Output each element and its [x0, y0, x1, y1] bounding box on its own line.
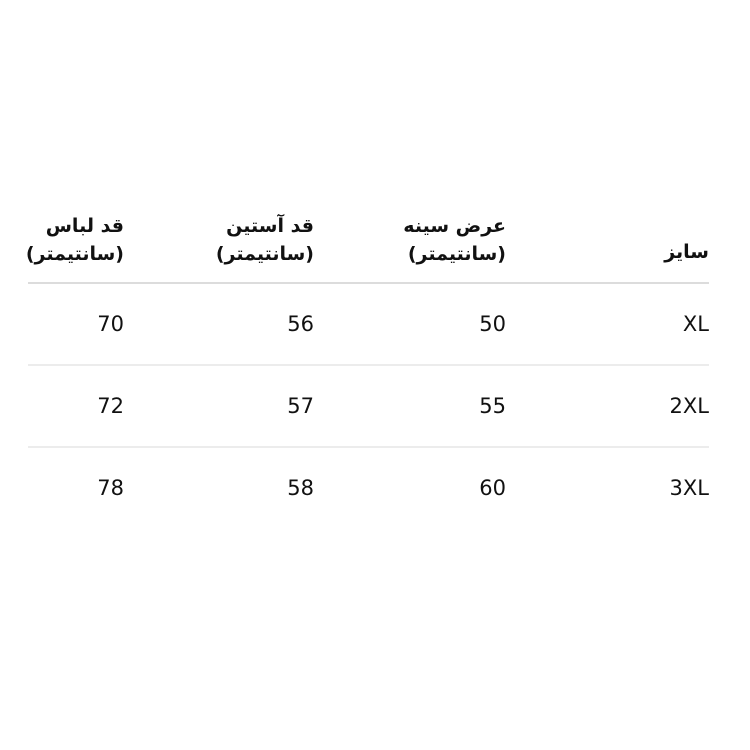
cell-length: 78 — [97, 476, 124, 500]
header-label: قد لباس — [45, 215, 124, 237]
cell-length: 72 — [97, 394, 124, 418]
table-row: XL 50 56 70 — [28, 284, 709, 366]
cell-size: XL — [682, 312, 709, 336]
table-row: 2XL 55 57 72 — [28, 366, 709, 448]
cell-length: 70 — [97, 312, 124, 336]
size-table: سایز عرض سینه (سانتیمتر) قد آستین (سانتیمت… — [25, 204, 709, 528]
cell-sleeve: 57 — [287, 394, 314, 418]
header-label: قد آستین — [226, 215, 314, 237]
header-garment-length: قد لباس (سانتیمتر) — [25, 212, 124, 282]
header-size: سایز — [506, 238, 709, 282]
cell-size: 2XL — [669, 394, 709, 418]
header-sleeve-length: قد آستین (سانتیمتر) — [124, 212, 314, 282]
cell-chest: 60 — [479, 476, 506, 500]
header-unit: (سانتیمتر) — [407, 243, 506, 265]
header-label: عرض سینه — [403, 215, 506, 237]
header-unit: (سانتیمتر) — [215, 243, 314, 265]
cell-sleeve: 58 — [287, 476, 314, 500]
cell-sleeve: 56 — [287, 312, 314, 336]
cell-size: 3XL — [669, 476, 709, 500]
cell-chest: 55 — [479, 394, 506, 418]
cell-chest: 50 — [479, 312, 506, 336]
header-label: سایز — [664, 241, 709, 263]
table-row: 3XL 60 58 78 — [28, 448, 709, 528]
header-chest-width: عرض سینه (سانتیمتر) — [314, 212, 506, 282]
table-header: سایز عرض سینه (سانتیمتر) قد آستین (سانتیمت… — [25, 204, 709, 284]
header-unit: (سانتیمتر) — [25, 243, 124, 265]
